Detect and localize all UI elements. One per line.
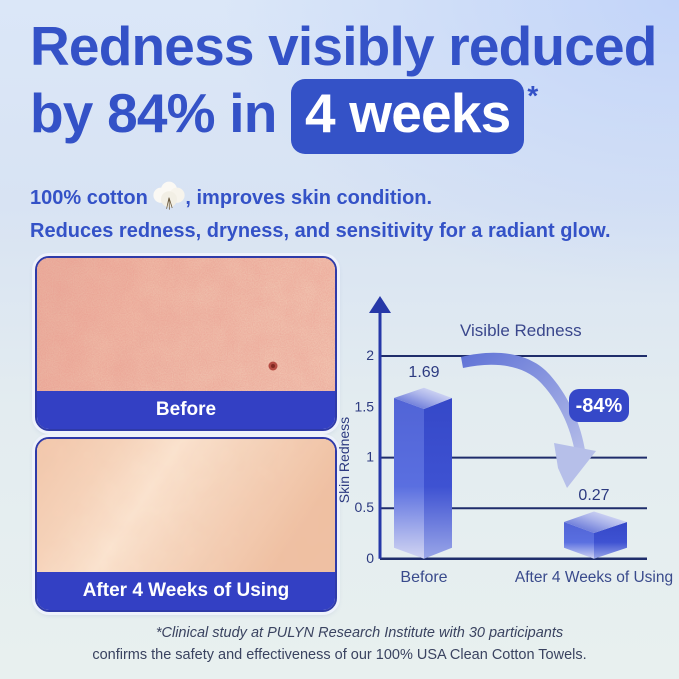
svg-text:Skin Redness: Skin Redness [336,417,352,503]
svg-text:Visible Redness: Visible Redness [460,321,582,340]
svg-text:-84%: -84% [576,395,623,417]
svg-text:1.5: 1.5 [355,399,375,415]
svg-text:0: 0 [366,550,374,566]
svg-text:0.5: 0.5 [355,499,375,515]
svg-text:2: 2 [366,347,374,363]
svg-text:1: 1 [366,449,374,465]
svg-text:Before: Before [400,569,447,586]
svg-text:1.69: 1.69 [408,364,439,381]
svg-text:0.27: 0.27 [578,487,609,504]
svg-text:After 4 Weeks of Using: After 4 Weeks of Using [515,569,673,586]
